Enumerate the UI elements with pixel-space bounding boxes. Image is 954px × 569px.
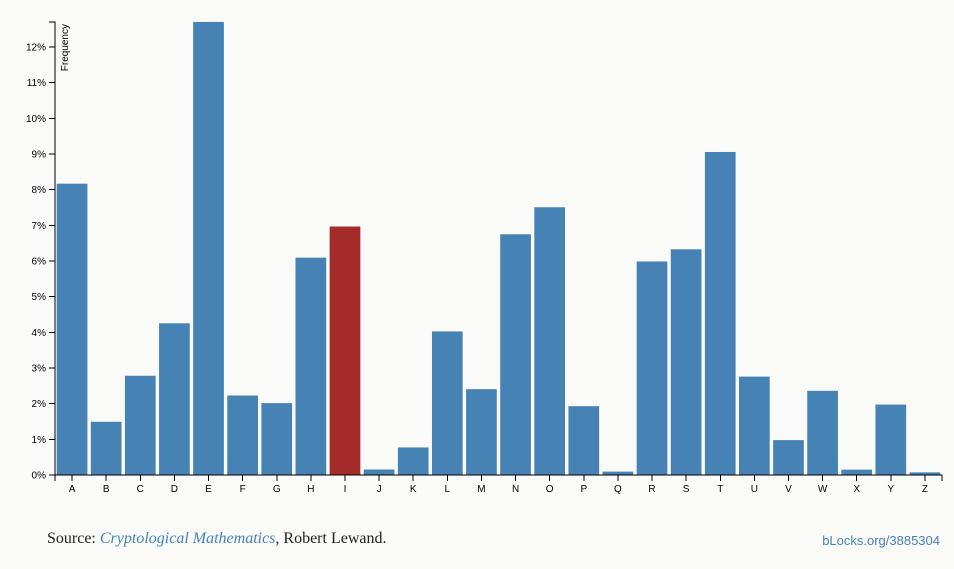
x-tick-label: O (546, 484, 554, 495)
x-tick-label: F (240, 484, 246, 495)
y-tick-label: 7% (32, 221, 47, 232)
x-tick-label: P (580, 484, 587, 495)
bar-r (636, 261, 668, 475)
y-tick-label: 4% (32, 328, 47, 339)
x-tick-label: K (410, 484, 417, 495)
x-tick-label: Q (614, 484, 622, 495)
bar-y (875, 404, 907, 475)
x-tick-label: X (853, 484, 860, 495)
bar-w (807, 390, 838, 475)
bar-v (773, 440, 804, 475)
bar-c (124, 375, 156, 475)
y-axis-domain (49, 21, 56, 476)
bar-b (90, 421, 122, 475)
x-tick-label: U (751, 484, 758, 495)
bar-n (500, 234, 531, 475)
bar-s (670, 249, 702, 475)
x-tick-label: E (205, 484, 212, 495)
bar-g (261, 403, 293, 475)
y-tick-label: 11% (27, 78, 46, 89)
y-tick-label: 12% (26, 42, 46, 53)
source-link[interactable]: Cryptological Mathematics (99, 530, 276, 547)
x-axis-domain (54, 474, 943, 481)
y-tick-label: 8% (32, 185, 47, 196)
x-axis: A B C D E F G H I J K L M N O P Q R S T U V W X Y Z (54, 474, 943, 495)
x-tick-label: I (344, 484, 347, 495)
bar-o (534, 207, 566, 476)
y-tick-label: 2% (32, 399, 47, 410)
x-tick-label: R (648, 484, 655, 495)
y-tick-label: 6% (32, 256, 47, 267)
x-tick-label: A (69, 484, 76, 495)
source-prefix: Source: (47, 530, 100, 547)
x-tick-label: T (717, 484, 723, 495)
y-tick-label: 1% (32, 435, 47, 446)
bars-group (56, 21, 941, 476)
letter-frequency-chart: A B C D E F G H I J K L M N O P Q R S T U V W X Y Z 0% 1% 2% 3% 4% 5% 6… (26, 21, 943, 495)
x-tick-label: B (103, 484, 110, 495)
y-tick-label: 5% (32, 292, 47, 303)
bar-p (568, 406, 600, 475)
x-tick-label: W (818, 484, 828, 495)
y-axis-label: Frequency (60, 24, 71, 71)
y-axis: 0% 1% 2% 3% 4% 5% 6% 7% 8% 9% 10% 11% 12% Frequency (26, 21, 71, 482)
bar-u (739, 376, 770, 475)
x-tick-label: Y (887, 484, 894, 495)
y-tick-label: 0% (32, 471, 47, 482)
bar-q (602, 471, 634, 475)
source-caption: Source: Cryptological Mathematics, Rober… (47, 530, 386, 548)
bar-k (397, 447, 429, 475)
bar-h (295, 257, 327, 475)
x-tick-label: S (683, 484, 690, 495)
bar-z (909, 472, 941, 475)
bar-t (704, 151, 736, 476)
x-tick-label: L (445, 484, 451, 495)
x-tick-label: Z (922, 484, 928, 495)
x-tick-label: M (477, 484, 485, 495)
bar-i (329, 226, 361, 475)
bar-x (841, 469, 873, 475)
source-suffix: , Robert Lewand. (275, 530, 387, 547)
bar-m (466, 389, 497, 475)
x-tick-label: J (377, 484, 382, 495)
blocks-link[interactable]: bLocks.org/3885304 (822, 533, 940, 548)
x-tick-label: G (273, 484, 281, 495)
x-tick-label: V (785, 484, 792, 495)
x-tick-label: H (307, 484, 314, 495)
y-tick-label: 3% (32, 363, 47, 374)
x-tick-label: N (512, 484, 519, 495)
x-tick-label: C (137, 484, 144, 495)
y-tick-label: 10% (26, 114, 46, 125)
bar-e (193, 21, 224, 476)
bar-l (431, 331, 463, 475)
y-tick-label: 9% (32, 149, 47, 160)
bar-a (56, 183, 88, 475)
bar-j (363, 469, 395, 475)
bar-d (159, 323, 190, 475)
bar-f (227, 395, 258, 475)
x-tick-label: D (171, 484, 178, 495)
